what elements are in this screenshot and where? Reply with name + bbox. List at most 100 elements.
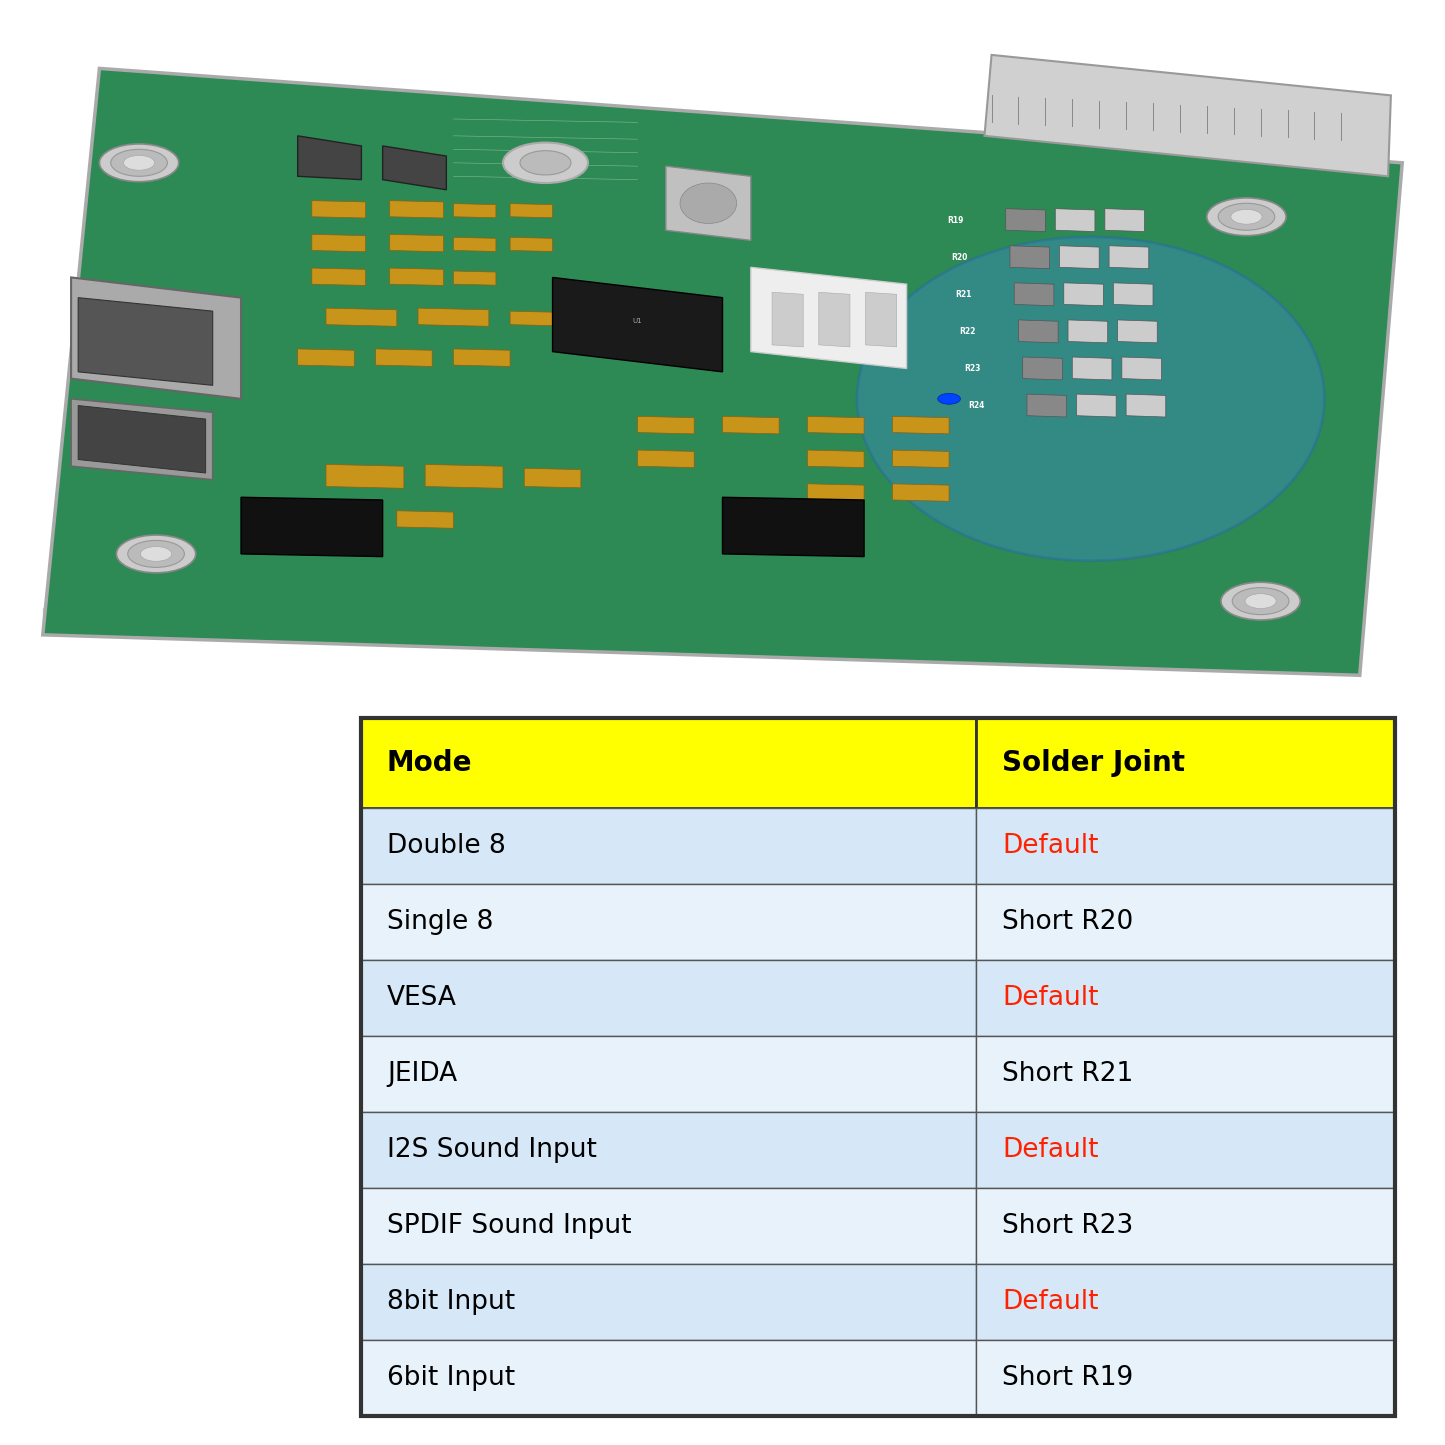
Text: Short R20: Short R20	[1001, 909, 1133, 935]
Polygon shape	[1126, 394, 1166, 418]
Text: Short R23: Short R23	[1001, 1212, 1133, 1238]
Text: Double 8: Double 8	[387, 832, 506, 858]
Circle shape	[117, 535, 195, 572]
Polygon shape	[893, 416, 949, 434]
Text: 8bit Input: 8bit Input	[387, 1289, 514, 1315]
Text: Default: Default	[1001, 984, 1098, 1010]
Polygon shape	[1105, 208, 1144, 231]
Polygon shape	[1010, 246, 1049, 269]
Text: JEIDA: JEIDA	[387, 1061, 457, 1087]
Text: Default: Default	[1001, 1137, 1098, 1163]
Polygon shape	[808, 484, 864, 501]
Polygon shape	[298, 136, 361, 179]
Polygon shape	[552, 277, 722, 371]
Polygon shape	[1077, 394, 1116, 418]
Polygon shape	[312, 234, 366, 251]
Bar	[977, 883, 1396, 959]
Polygon shape	[383, 146, 447, 189]
Polygon shape	[666, 166, 751, 240]
Polygon shape	[772, 292, 803, 347]
Polygon shape	[397, 510, 454, 529]
Circle shape	[938, 393, 961, 405]
Polygon shape	[1121, 357, 1162, 380]
Polygon shape	[390, 234, 444, 251]
Polygon shape	[1023, 357, 1062, 380]
Bar	[361, 1188, 977, 1264]
Polygon shape	[1006, 208, 1045, 231]
Circle shape	[127, 540, 185, 568]
Bar	[361, 959, 977, 1036]
Bar	[361, 1340, 977, 1416]
Text: 6bit Input: 6bit Input	[387, 1364, 514, 1390]
Bar	[361, 1036, 977, 1111]
Text: R24: R24	[968, 402, 984, 410]
Polygon shape	[808, 449, 864, 468]
Polygon shape	[425, 464, 503, 488]
Text: R20: R20	[951, 253, 968, 262]
Bar	[361, 883, 977, 959]
Polygon shape	[1059, 246, 1100, 269]
Text: U1: U1	[633, 318, 643, 324]
Polygon shape	[1027, 394, 1066, 418]
Polygon shape	[78, 406, 205, 473]
Text: Solder Joint: Solder Joint	[1001, 749, 1185, 777]
Circle shape	[1207, 198, 1286, 236]
Polygon shape	[1072, 357, 1113, 380]
Text: Mode: Mode	[387, 749, 473, 777]
Polygon shape	[454, 272, 496, 285]
Polygon shape	[637, 449, 694, 468]
Bar	[977, 718, 1396, 808]
Text: SPDIF Sound Input: SPDIF Sound Input	[387, 1212, 631, 1238]
Polygon shape	[43, 608, 1360, 675]
Polygon shape	[312, 269, 366, 286]
Polygon shape	[808, 416, 864, 434]
Circle shape	[1233, 588, 1289, 614]
Polygon shape	[241, 497, 383, 556]
Text: I2S Sound Input: I2S Sound Input	[387, 1137, 597, 1163]
Polygon shape	[454, 237, 496, 251]
Polygon shape	[893, 484, 949, 501]
Polygon shape	[1113, 283, 1153, 306]
Polygon shape	[43, 68, 1402, 675]
Polygon shape	[454, 204, 496, 218]
Circle shape	[520, 150, 571, 175]
Circle shape	[1218, 204, 1274, 230]
Bar	[977, 1188, 1396, 1264]
Bar	[361, 718, 1394, 1416]
Bar	[977, 1111, 1396, 1188]
Polygon shape	[866, 292, 897, 347]
Bar	[361, 718, 977, 808]
Circle shape	[1246, 594, 1276, 608]
Polygon shape	[298, 348, 354, 367]
Text: R22: R22	[959, 327, 975, 335]
Polygon shape	[525, 468, 581, 488]
Circle shape	[503, 143, 588, 184]
Polygon shape	[327, 510, 383, 529]
Polygon shape	[71, 277, 241, 399]
Circle shape	[123, 156, 155, 171]
Polygon shape	[510, 311, 566, 327]
Polygon shape	[510, 204, 552, 218]
Text: VESA: VESA	[387, 984, 457, 1010]
Text: Default: Default	[1001, 832, 1098, 858]
Bar	[977, 1340, 1396, 1416]
Polygon shape	[1019, 319, 1058, 342]
Polygon shape	[722, 497, 864, 556]
Polygon shape	[1055, 208, 1095, 231]
Polygon shape	[454, 348, 510, 367]
Polygon shape	[327, 308, 397, 327]
Polygon shape	[327, 464, 403, 488]
Polygon shape	[893, 449, 949, 468]
Bar	[977, 1264, 1396, 1340]
Text: R21: R21	[955, 290, 971, 299]
Polygon shape	[418, 308, 488, 327]
Polygon shape	[71, 399, 212, 480]
Polygon shape	[1014, 283, 1053, 306]
Polygon shape	[1331, 163, 1402, 675]
Polygon shape	[312, 201, 366, 218]
Text: Default: Default	[1001, 1289, 1098, 1315]
Bar	[977, 808, 1396, 883]
Ellipse shape	[681, 184, 737, 224]
Bar	[977, 1036, 1396, 1111]
Bar	[361, 808, 977, 883]
